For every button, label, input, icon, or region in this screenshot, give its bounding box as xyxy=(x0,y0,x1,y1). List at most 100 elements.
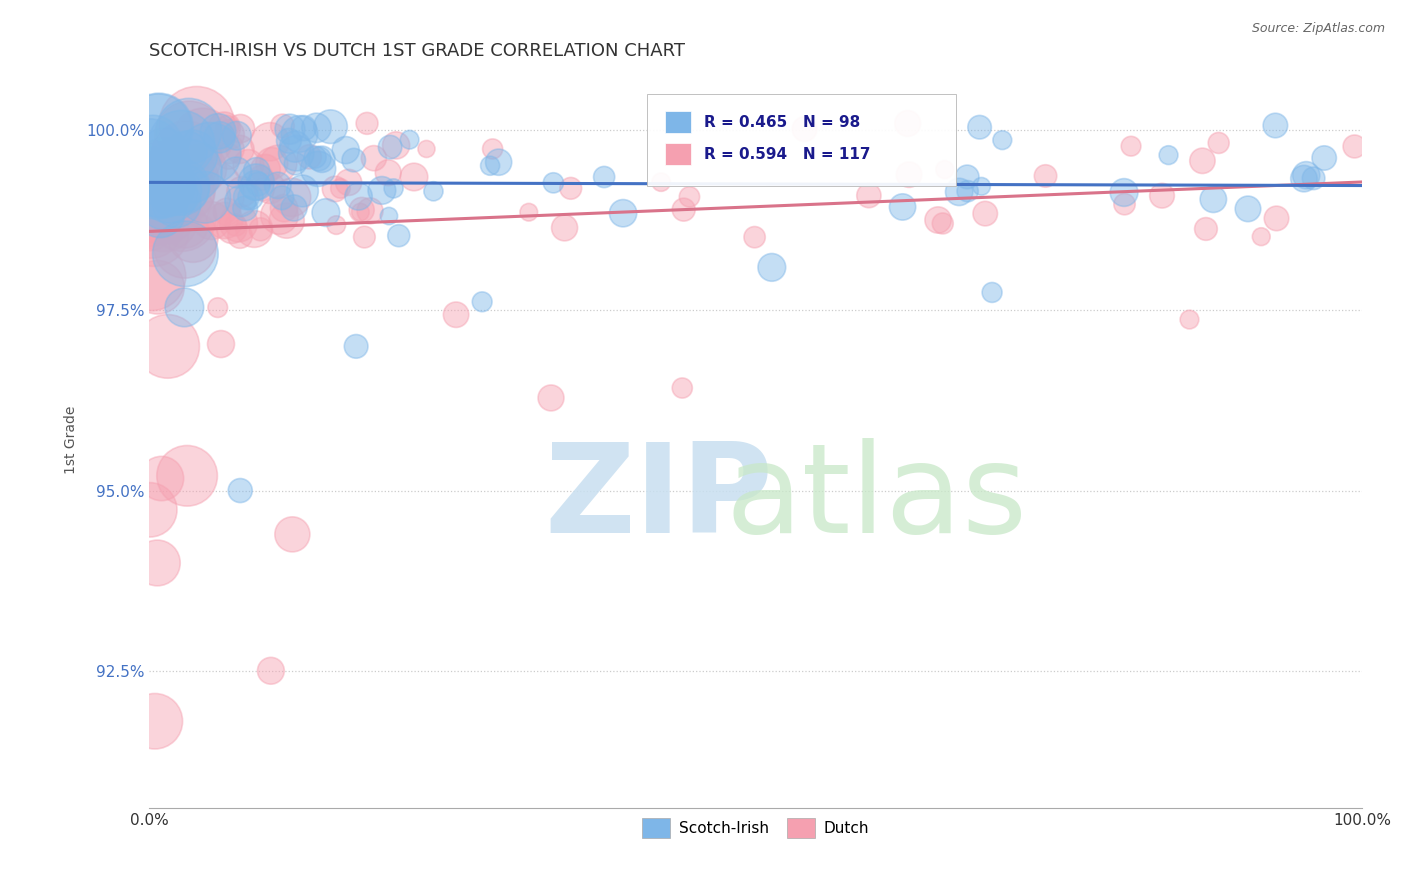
FancyBboxPatch shape xyxy=(665,143,692,165)
Point xyxy=(969,120,991,135)
Point xyxy=(554,220,576,235)
Point xyxy=(198,187,221,202)
Point xyxy=(1191,153,1213,168)
Point xyxy=(385,138,408,153)
Point xyxy=(233,202,256,216)
Point xyxy=(259,181,281,195)
Point xyxy=(311,153,333,167)
Point xyxy=(155,208,177,222)
Point xyxy=(761,260,783,275)
Point xyxy=(179,164,201,178)
Point xyxy=(319,120,342,134)
Point xyxy=(247,177,270,191)
Point xyxy=(139,503,162,517)
Point xyxy=(238,158,260,172)
Point xyxy=(269,209,291,223)
Point xyxy=(150,471,173,485)
Point xyxy=(200,213,222,227)
Point xyxy=(267,156,290,170)
Point xyxy=(349,205,371,219)
Point xyxy=(858,188,880,202)
Point xyxy=(212,121,235,136)
Point xyxy=(991,133,1014,147)
Point xyxy=(307,161,329,176)
Point xyxy=(927,213,949,227)
Text: R = 0.465   N = 98: R = 0.465 N = 98 xyxy=(703,115,860,130)
Point xyxy=(291,184,314,198)
Point xyxy=(1265,211,1288,226)
Point xyxy=(1295,168,1317,182)
Point xyxy=(377,166,399,180)
Point xyxy=(207,124,229,138)
Point xyxy=(284,157,307,171)
Point xyxy=(194,190,217,204)
Point xyxy=(974,206,997,220)
Point xyxy=(350,202,373,217)
Point xyxy=(176,145,198,159)
Point xyxy=(363,151,385,165)
Point xyxy=(208,130,231,145)
Point xyxy=(157,187,180,202)
Point xyxy=(190,161,212,176)
Point xyxy=(170,183,193,197)
Point xyxy=(145,178,167,192)
Point xyxy=(174,246,197,260)
Point xyxy=(149,185,172,199)
Point xyxy=(422,184,444,198)
Point xyxy=(288,127,311,141)
Point xyxy=(138,172,160,186)
Point xyxy=(176,468,198,483)
Point xyxy=(139,219,162,234)
Point xyxy=(260,156,283,170)
Point xyxy=(149,206,172,220)
Point xyxy=(149,164,172,178)
Point xyxy=(388,228,411,243)
Point xyxy=(1250,229,1272,244)
Point xyxy=(353,230,375,244)
Point xyxy=(217,149,239,163)
Point xyxy=(184,170,207,185)
Point xyxy=(337,175,360,189)
Point xyxy=(166,184,188,198)
Point xyxy=(152,198,174,212)
Point xyxy=(1114,197,1136,211)
FancyBboxPatch shape xyxy=(665,112,692,134)
Point xyxy=(1157,148,1180,162)
Point xyxy=(1292,171,1315,186)
Point xyxy=(325,218,347,232)
Point xyxy=(139,176,162,190)
Point xyxy=(177,124,200,138)
Y-axis label: 1st Grade: 1st Grade xyxy=(65,406,79,475)
Point xyxy=(235,190,257,204)
Point xyxy=(153,157,176,171)
Point xyxy=(214,213,236,227)
Text: Source: ZipAtlas.com: Source: ZipAtlas.com xyxy=(1251,22,1385,36)
Point xyxy=(170,136,193,151)
Point xyxy=(356,116,378,130)
Point xyxy=(271,119,294,133)
Point xyxy=(138,219,160,234)
Point xyxy=(191,131,214,145)
Point xyxy=(298,150,321,164)
Point xyxy=(382,181,405,195)
Point xyxy=(138,204,160,219)
Point xyxy=(378,209,401,223)
Point xyxy=(304,150,326,164)
Point xyxy=(174,219,197,233)
Point xyxy=(283,201,305,215)
Point xyxy=(260,664,283,678)
Point xyxy=(146,168,169,182)
Point xyxy=(174,240,197,254)
Point xyxy=(560,181,582,195)
Point xyxy=(249,222,271,236)
FancyBboxPatch shape xyxy=(647,95,956,186)
Point xyxy=(141,183,163,197)
Point xyxy=(898,168,921,182)
Point xyxy=(252,182,274,196)
Point xyxy=(157,189,180,203)
Point xyxy=(344,339,367,353)
Point xyxy=(245,175,267,189)
Text: SCOTCH-IRISH VS DUTCH 1ST GRADE CORRELATION CHART: SCOTCH-IRISH VS DUTCH 1ST GRADE CORRELAT… xyxy=(149,42,685,60)
Point xyxy=(138,201,160,215)
Point xyxy=(250,170,273,185)
